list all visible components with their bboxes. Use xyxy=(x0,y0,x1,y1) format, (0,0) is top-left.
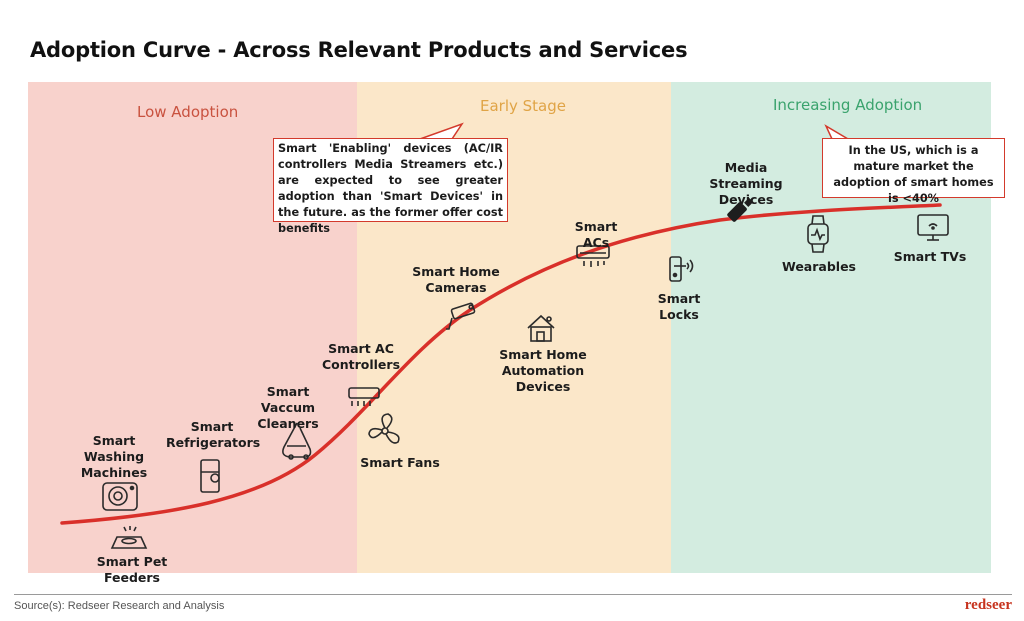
label-smart-acs: Smart ACs xyxy=(574,219,618,250)
label-smart-vaccum-cleaners: Smart Vaccum Cleaners xyxy=(257,384,319,431)
adoption-curve xyxy=(60,203,942,525)
label-smart-locks: Smart Locks xyxy=(657,291,701,322)
refrigerator-icon xyxy=(200,459,220,493)
callout-tail-1 xyxy=(419,122,464,140)
label-smart-fans: Smart Fans xyxy=(360,455,440,470)
vacuum-cleaner-icon xyxy=(282,422,312,460)
label-wearables: Wearables xyxy=(781,259,856,274)
label-smart-ac-controllers: Smart AC Controllers xyxy=(321,341,401,372)
lock-icon xyxy=(669,256,694,282)
home-automation-icon xyxy=(527,314,555,342)
label-smart-refrigerators: Smart Refrigerators xyxy=(166,419,261,450)
washing-machine-icon xyxy=(102,482,138,511)
pet-feeder-icon xyxy=(110,526,148,549)
ac-icon xyxy=(576,245,610,267)
usb-stick-icon xyxy=(727,197,754,222)
callout-us-market: In the US, which is a mature market the … xyxy=(822,138,1005,205)
camera-icon xyxy=(446,302,476,330)
tv-icon xyxy=(917,214,949,241)
zone-label-low: Low Adoption xyxy=(137,103,239,121)
label-media-streaming-devices: Media Streaming Devices xyxy=(709,160,783,207)
brand-logo: redseer xyxy=(964,597,1012,613)
label-smart-washing-machines: Smart Washing Machines xyxy=(80,433,148,480)
label-smart-home-cameras: Smart Home Cameras xyxy=(412,264,500,295)
label-smart-pet-feeders: Smart Pet Feeders xyxy=(96,554,168,585)
label-smart-home-automation: Smart Home Automation Devices xyxy=(499,347,587,394)
footer-divider xyxy=(14,594,1012,595)
fan-icon xyxy=(368,413,400,444)
zone-label-increasing: Increasing Adoption xyxy=(773,96,923,114)
watch-icon xyxy=(807,215,829,253)
zone-label-early: Early Stage xyxy=(480,97,566,115)
ac-controller-icon xyxy=(348,387,380,406)
label-smart-tvs: Smart TVs xyxy=(893,249,967,264)
source-note: Source(s): Redseer Research and Analysis xyxy=(14,600,225,612)
page-title: Adoption Curve - Across Relevant Product… xyxy=(30,38,688,62)
callout-enabling-devices: Smart 'Enabling' devices (AC/IR controll… xyxy=(273,138,508,235)
